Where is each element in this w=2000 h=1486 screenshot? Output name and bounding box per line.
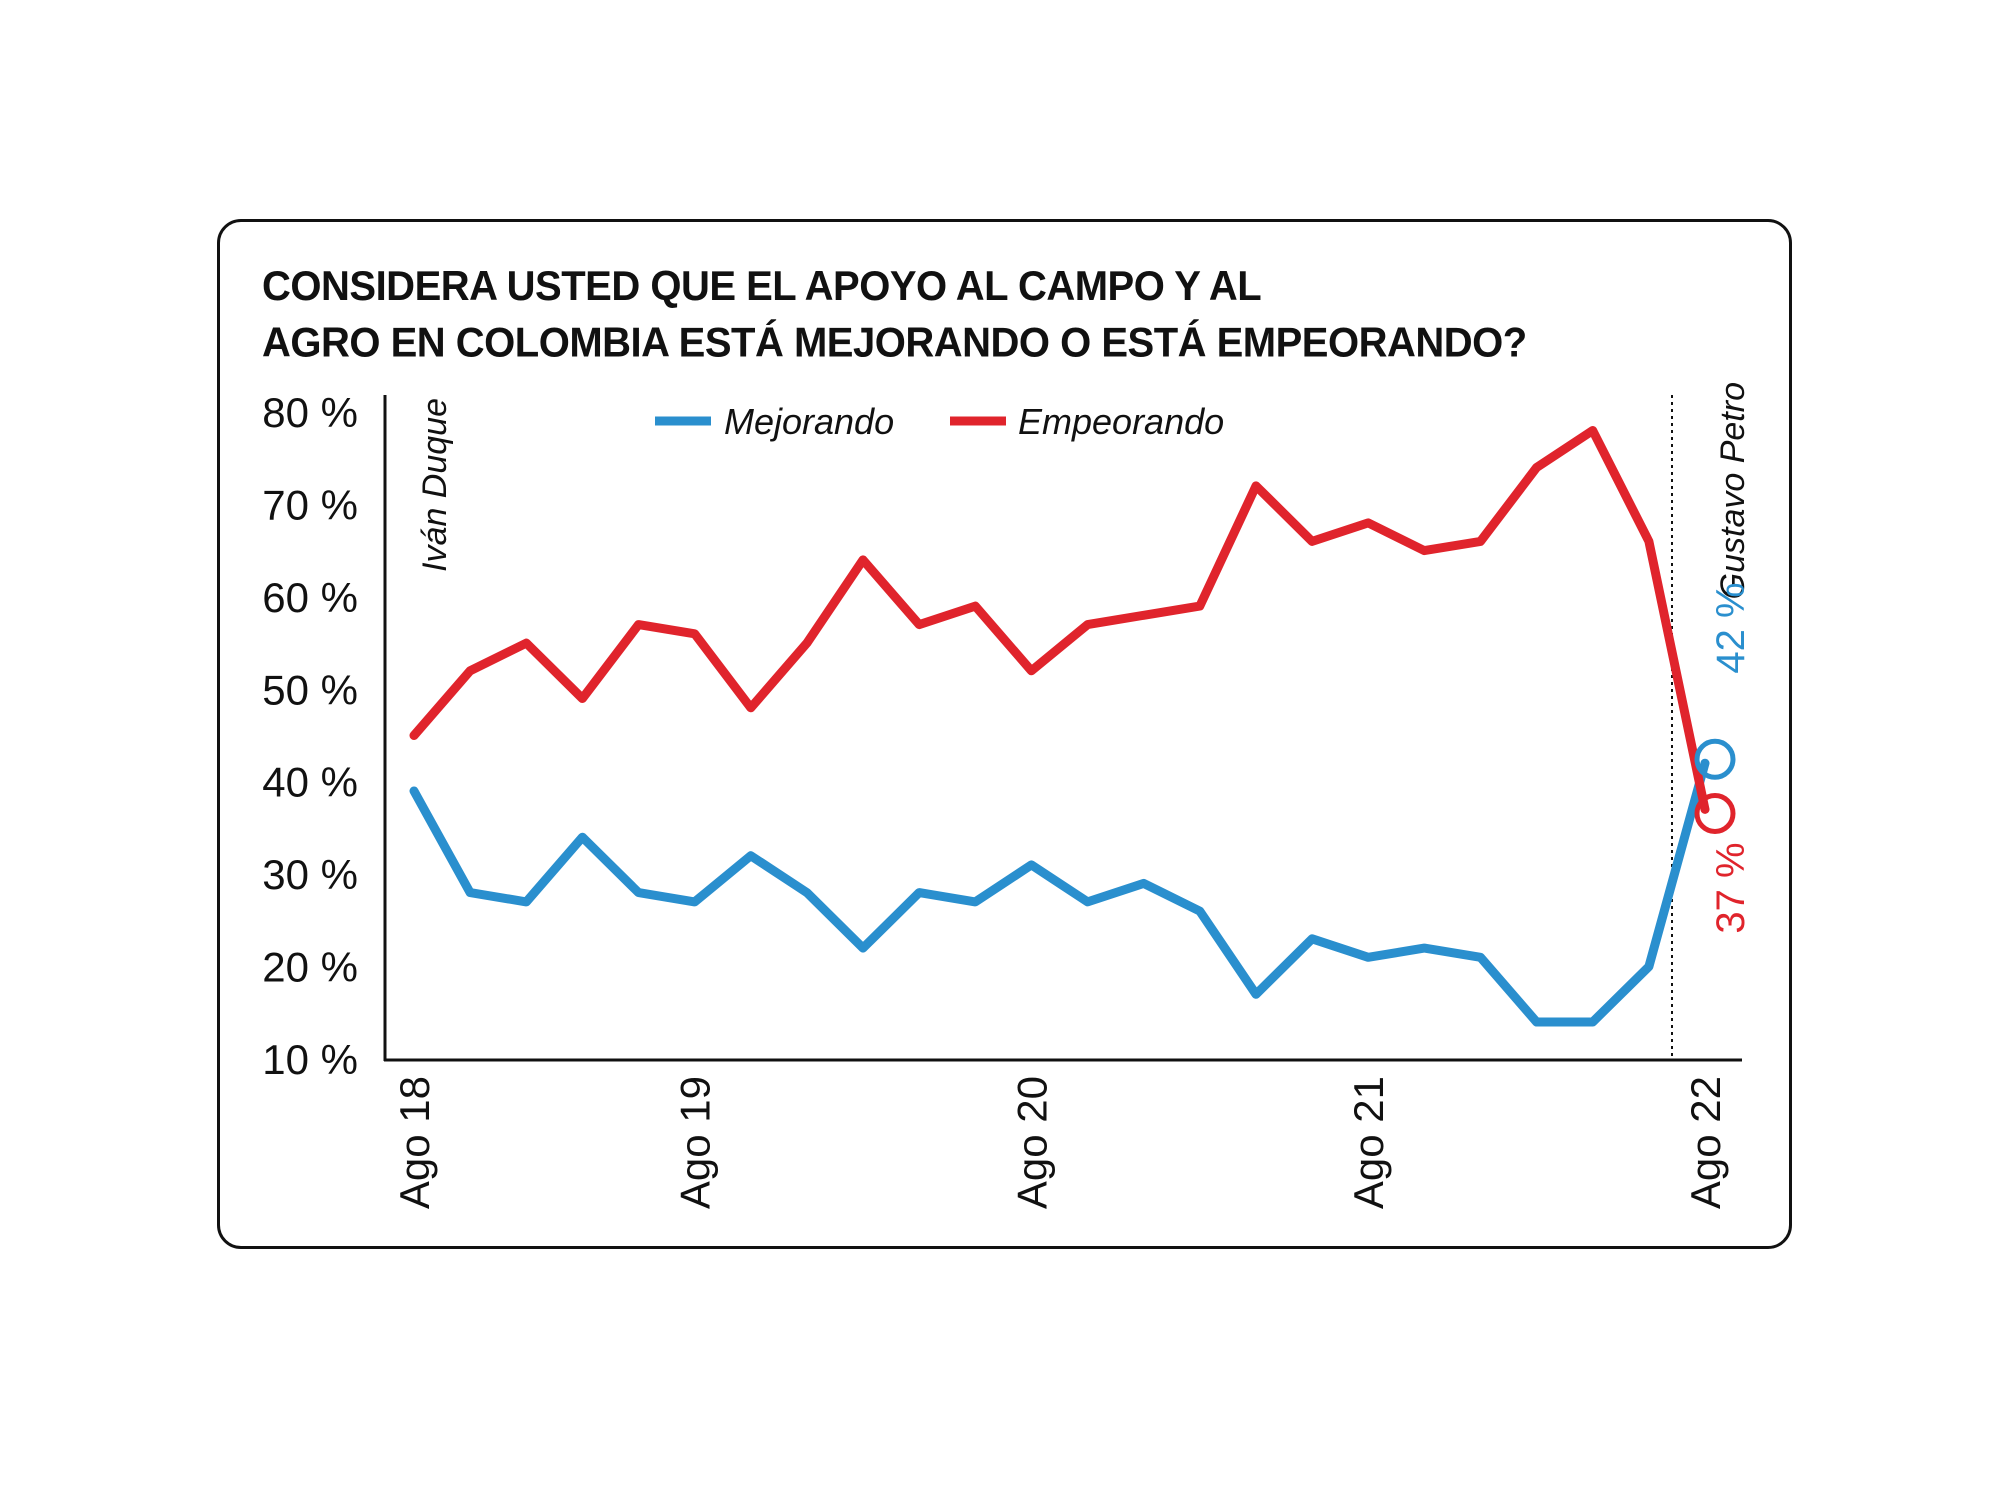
end-markers [1694, 738, 1736, 834]
y-tick-label: 70 % [262, 481, 358, 528]
annotation-gustavo-petro: Gustavo Petro [1714, 382, 1752, 599]
x-tick-label: Ago 21 [1345, 1076, 1392, 1209]
legend: Mejorando Empeorando [655, 401, 1224, 442]
series-line-empeorando [409, 426, 1710, 814]
y-tick-label: 60 % [262, 574, 358, 621]
series-line-mejorando [409, 758, 1710, 1027]
x-tick-label: Ago 22 [1682, 1076, 1729, 1209]
y-tick-label: 20 % [262, 944, 358, 991]
title-line-2: AGRO EN COLOMBIA ESTÁ MEJORANDO O ESTÁ E… [262, 319, 1527, 367]
x-tick-label: Ago 18 [391, 1076, 438, 1209]
legend-label-empeorando: Empeorando [1018, 401, 1224, 442]
x-axis-ticks: Ago 18 Ago 19 Ago 20 Ago 21 Ago 22 [391, 1076, 1729, 1209]
end-marker-empeorando [1694, 792, 1736, 834]
legend-label-mejorando: Mejorando [724, 401, 894, 442]
series-lines [409, 426, 1710, 1027]
y-tick-label: 50 % [262, 666, 358, 713]
x-tick-label: Ago 20 [1008, 1076, 1055, 1209]
end-marker-mejorando [1694, 738, 1736, 780]
chart-title: CONSIDERA USTED QUE EL APOYO AL CAMPO Y … [262, 258, 1562, 371]
y-tick-label: 10 % [262, 1036, 358, 1083]
annotation-ivan-duque: Iván Duque [416, 398, 454, 572]
y-tick-label: 40 % [262, 759, 358, 806]
y-tick-label: 30 % [262, 851, 358, 898]
title-line-1: CONSIDERA USTED QUE EL APOYO AL CAMPO Y … [262, 263, 1262, 310]
y-axis-ticks: 80 % 70 % 60 % 50 % 40 % 30 % 20 % 10 % [262, 389, 358, 1083]
y-tick-label: 80 % [262, 389, 358, 436]
x-tick-label: Ago 19 [672, 1076, 719, 1209]
end-label-mejorando: 42 % [1709, 582, 1753, 673]
end-label-empeorando: 37 % [1709, 842, 1753, 933]
chart-card [217, 219, 1792, 1249]
